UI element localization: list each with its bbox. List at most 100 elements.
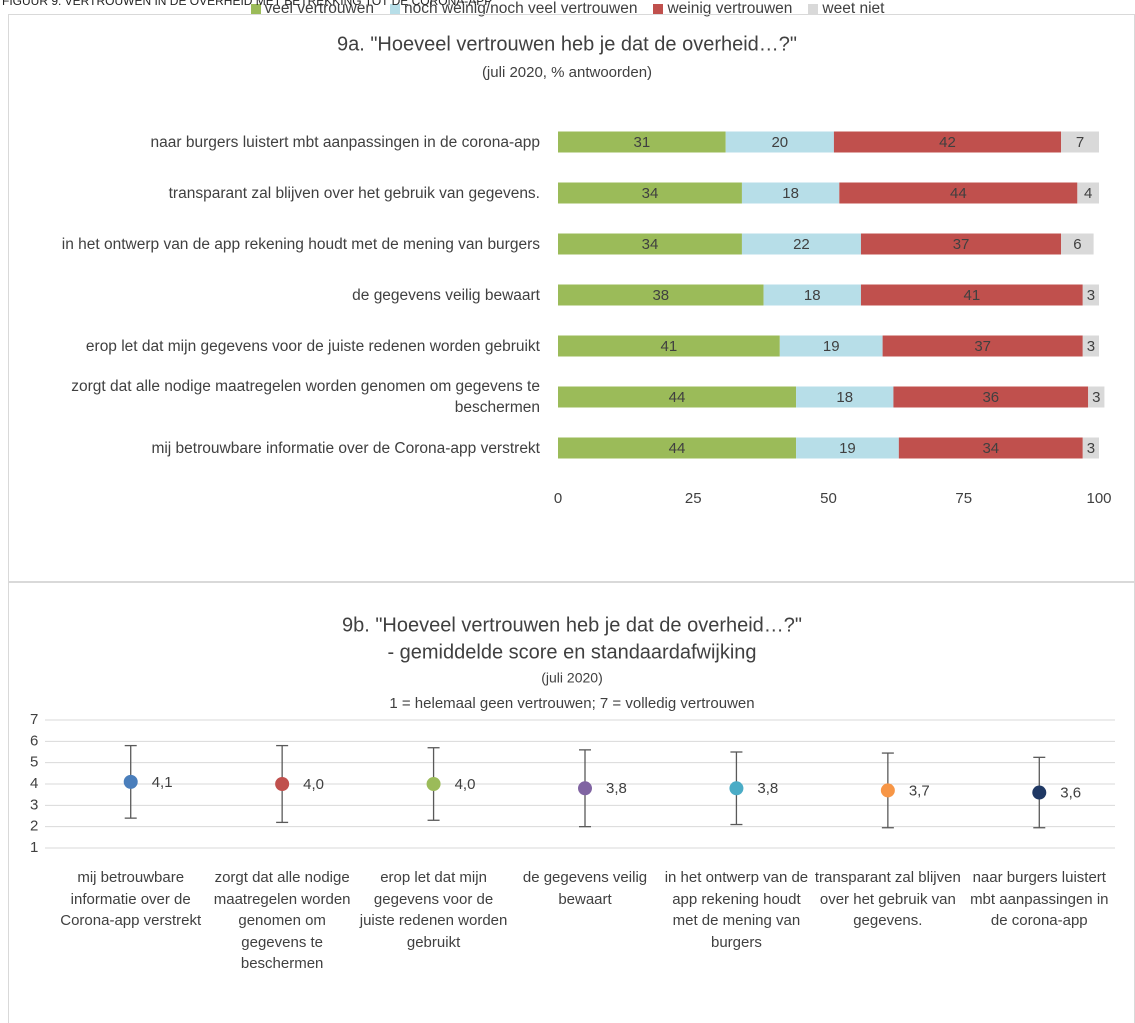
data-label: 18 [804, 287, 821, 304]
x-tick-label: zorgt dat alle nodige maatregelen worden… [213, 869, 351, 972]
data-label: 19 [823, 338, 840, 355]
bar-segment [796, 386, 894, 408]
legend-swatch [250, 4, 261, 14]
y-tick-label: in het ontwerp van de app rekening houdt… [61, 235, 540, 253]
data-label: 4,0 [303, 776, 324, 793]
bar-segment [779, 335, 883, 357]
data-label: 3,7 [909, 782, 930, 799]
data-label: 44 [669, 389, 686, 406]
bar-segment [860, 233, 1062, 255]
y-tick-label: 4 [30, 775, 38, 792]
y-tick-label: mij betrouwbare informatie over de Coron… [151, 439, 540, 457]
data-label: 41 [661, 338, 678, 355]
data-label: 37 [974, 338, 991, 355]
legend-swatch [653, 4, 664, 14]
y-tick-label: 2 [30, 818, 38, 835]
point [426, 777, 441, 791]
data-label: 38 [652, 287, 669, 304]
point [729, 781, 744, 796]
data-label: 36 [982, 389, 999, 406]
bar-segment [558, 131, 726, 153]
point [275, 777, 290, 791]
data-label: 6 [1073, 236, 1081, 253]
bar-segment [558, 386, 797, 408]
chart-title: 9b. "Hoeveel vertrouwen heb je dat de ov… [342, 614, 802, 636]
bar-segment [558, 182, 742, 204]
bar-segment [725, 131, 834, 153]
legend: veel vertrouwen noch weinig/noch veel ver… [0, 0, 1135, 18]
chart-title: 9a. "Hoeveel vertrouwen heb je dat de ov… [337, 33, 797, 55]
legend-label: weinig vertrouwen [667, 0, 793, 17]
y-tick-label: de gegevens veilig bewaart [352, 286, 540, 304]
data-label: 37 [953, 236, 970, 253]
data-label: 18 [782, 185, 799, 202]
bar-segment [1077, 182, 1099, 204]
point [880, 783, 895, 798]
bar-segment [1082, 284, 1099, 306]
bar-segment [1082, 437, 1099, 459]
bar-segment [893, 386, 1089, 408]
y-tick-label: naar burgers luistert mbt aanpassingen i… [150, 133, 540, 151]
data-label: 19 [839, 440, 856, 457]
bar-segment [558, 335, 780, 357]
y-tick-label: 3 [30, 796, 38, 813]
point [578, 781, 592, 796]
legend-item: weinig vertrouwen [653, 0, 792, 18]
x-tick-label: mij betrouwbare informatie over de Coron… [60, 869, 202, 929]
x-tick-label: in het ontwerp van de app rekening houdt… [664, 869, 809, 951]
data-label: 42 [939, 134, 956, 151]
data-label: 3 [1087, 440, 1095, 457]
legend-swatch [808, 4, 819, 14]
bar-segment [898, 437, 1083, 459]
data-label: 34 [642, 236, 659, 253]
legend-label: weet niet [822, 0, 885, 17]
data-label: 7 [1076, 134, 1084, 151]
x-tick-label: 0 [554, 490, 562, 507]
data-label: 3 [1087, 287, 1095, 304]
y-tick-label: zorgt dat alle nodige maatregelen worden… [71, 378, 540, 416]
y-tick-label: 1 [30, 839, 38, 856]
bar-segment [558, 437, 797, 459]
x-tick-label: transparant zal blijven over het gebruik… [814, 869, 961, 929]
data-label: 3 [1087, 338, 1095, 355]
data-label: 3,8 [757, 780, 778, 797]
bar-segment [558, 284, 764, 306]
y-tick-label: 6 [30, 732, 38, 749]
data-label: 41 [964, 287, 981, 304]
data-label: 18 [836, 389, 853, 406]
bar-segment [1061, 233, 1094, 255]
chart-note: 1 = helemaal geen vertrouwen; 7 = volled… [389, 695, 754, 712]
bar-segment [1082, 335, 1099, 357]
data-label: 4,0 [455, 776, 476, 793]
x-tick-label: 100 [1086, 490, 1111, 507]
data-label: 44 [669, 440, 686, 457]
x-tick-label: erop let dat mijn gegevens voor de juist… [359, 869, 508, 951]
data-label: 3,6 [1060, 785, 1081, 802]
y-tick-label: 5 [30, 754, 38, 771]
chart-note: (juli 2020) [541, 670, 602, 686]
bar-segment [558, 233, 742, 255]
bar-segment [860, 284, 1083, 306]
point [123, 774, 138, 789]
y-tick-label: erop let dat mijn gegevens voor de juist… [85, 337, 540, 355]
chart-subtitle: - gemiddelde score en standaardafwijking [387, 641, 756, 663]
bar-segment [796, 437, 899, 459]
legend-label: veel vertrouwen [264, 0, 374, 17]
y-tick-label: 7 [30, 711, 38, 728]
data-label: 31 [634, 134, 651, 151]
data-label: 20 [771, 134, 788, 151]
bar-segment [1061, 131, 1099, 153]
x-tick-label: de gegevens veilig bewaart [522, 869, 648, 908]
bar-segment [839, 182, 1078, 204]
x-tick-label: 75 [955, 490, 972, 507]
x-tick-label: 50 [820, 490, 837, 507]
point [1032, 785, 1047, 800]
data-label: 3,8 [606, 780, 627, 797]
legend-label: noch weinig/noch veel vertrouwen [403, 0, 638, 17]
bar-segment [882, 335, 1083, 357]
legend-item: weet niet [808, 0, 884, 18]
bar-segment [763, 284, 861, 306]
bar-segment [741, 182, 840, 204]
x-tick-label: naar burgers luistert mbt aanpassingen i… [970, 869, 1109, 929]
